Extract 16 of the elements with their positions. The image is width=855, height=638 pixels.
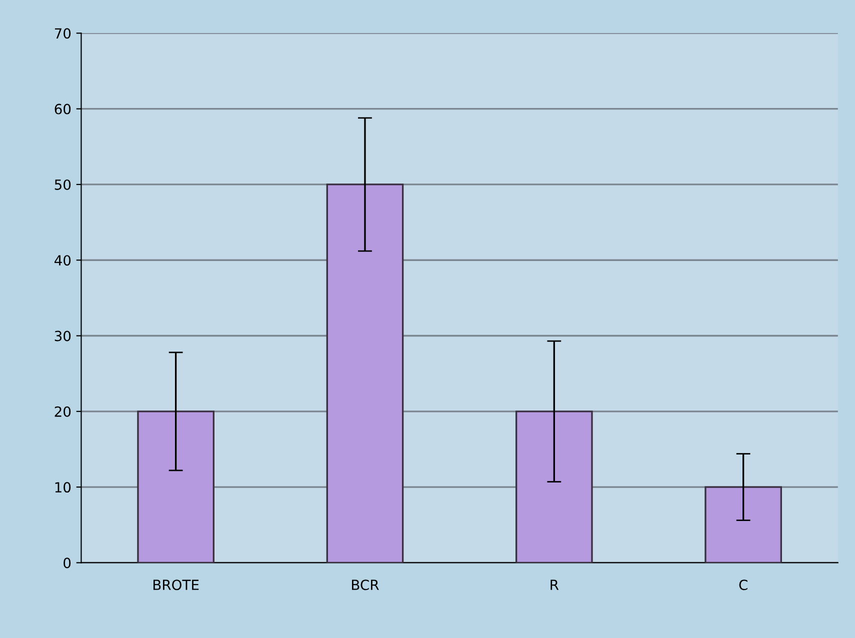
bar	[704, 486, 782, 563]
bar	[326, 184, 404, 563]
y-tick-label: 60	[54, 104, 71, 114]
bar	[137, 410, 214, 563]
y-tick-label: 70	[54, 28, 71, 39]
x-tick-label: C	[739, 580, 748, 590]
y-tick-label: 0	[64, 558, 71, 568]
y-tick-label: 10	[55, 482, 71, 493]
y-tick-label: 20	[54, 406, 71, 417]
x-tick-label: R	[550, 580, 559, 590]
bar	[515, 410, 593, 563]
y-tick-label: 50	[54, 179, 71, 190]
y-tick-label: 30	[54, 330, 71, 342]
y-tick-label: 40	[54, 255, 71, 266]
x-tick-label: BCR	[352, 580, 379, 590]
x-tick-label: BROTE	[153, 580, 199, 590]
